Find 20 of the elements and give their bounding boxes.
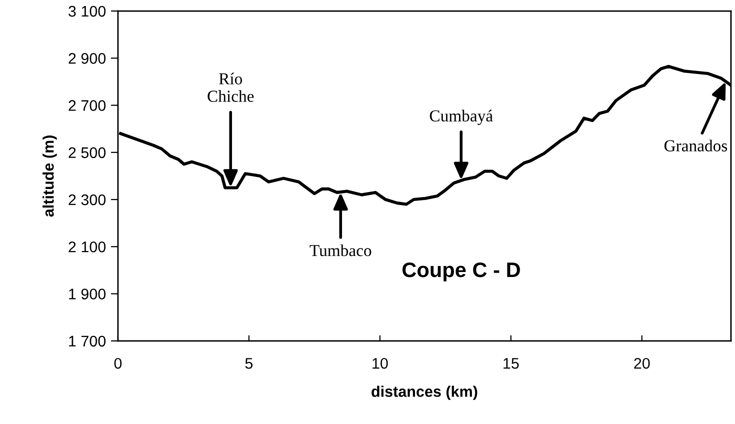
x-tick-label: 10	[372, 358, 388, 369]
annotation: Cumbayá	[430, 110, 493, 125]
y-tick-label: 2 100	[68, 242, 106, 252]
y-tick-label: 3 100	[68, 6, 106, 17]
x-axis-title: distances (km)	[372, 386, 478, 400]
x-tick-label: 20	[634, 358, 650, 369]
y-tick-label: 1 700	[69, 336, 106, 347]
y-tick-label: 2 900	[68, 53, 106, 64]
y-tick-label: 2 300	[68, 194, 106, 206]
annotation: Tumbaco	[310, 244, 372, 256]
y-tick-label: 2 700	[68, 100, 106, 111]
annotation: Río Chiche	[208, 72, 254, 102]
y-tick-label: 2 500	[68, 147, 106, 158]
y-tick-label: 1 900	[69, 288, 106, 300]
text: Coupe C - D	[402, 262, 520, 282]
y-axis-title: altitude (m)	[42, 136, 57, 217]
x-tick-label: 15	[504, 358, 519, 369]
annotation: Granados	[664, 140, 728, 152]
x-tick-label: 5	[245, 358, 253, 369]
x-tick-label: 0	[114, 358, 122, 369]
